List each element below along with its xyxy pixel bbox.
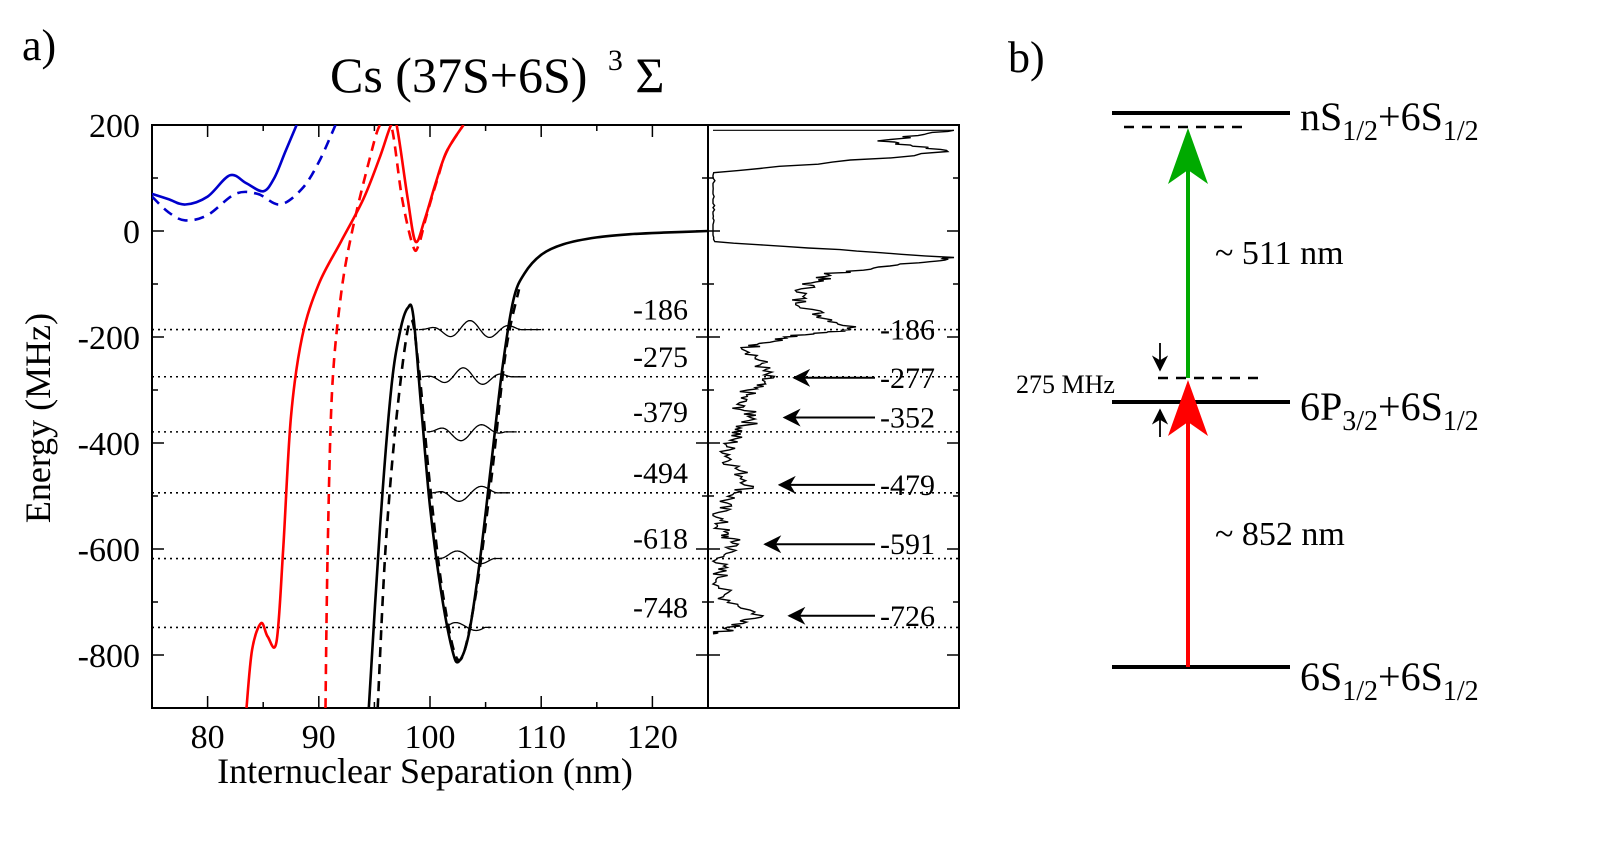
- wavefunction: [426, 424, 517, 442]
- x-tick-label: 100: [405, 719, 456, 756]
- panel-b-label: b): [1008, 33, 1045, 82]
- series-blue-solid: [152, 125, 298, 206]
- measured-level-label: -277: [880, 362, 935, 395]
- upper-transition-label: ~ 511 nm: [1215, 235, 1344, 272]
- series-blue-dashed: [152, 125, 337, 222]
- measured-level-label: -352: [880, 402, 935, 435]
- x-tick-label: 80: [191, 719, 225, 756]
- spectrum-line: [711, 129, 955, 635]
- y-tick-label: 0: [123, 214, 140, 251]
- chart-title-main: Cs (37S+6S): [330, 47, 587, 103]
- level-labels: -186 -275 -379 -494 -618 -748 -186 -277 -352 -479…: [633, 294, 935, 633]
- upper-transition-arrowhead: [1168, 128, 1208, 184]
- chart-title-symbol: Σ: [635, 47, 664, 103]
- y-tick-label: -600: [78, 532, 140, 569]
- y-tick-label: 200: [89, 108, 140, 145]
- detuning-label: 275 MHz: [1016, 370, 1115, 399]
- plot-frame: [151, 124, 960, 709]
- y-axis-label: Energy (MHz): [18, 313, 58, 523]
- plot-axes: 80 90 100 110 120 200 0 -200 -400 -600 -800: [78, 108, 960, 756]
- measured-level-label: -186: [880, 314, 935, 347]
- chart-title: Cs (37S+6S) 3 Σ: [330, 25, 665, 103]
- calc-level-label: -379: [633, 396, 688, 429]
- chart-title-sup: 3: [608, 44, 623, 77]
- x-axis-label: Internuclear Separation (nm): [217, 751, 633, 791]
- y-tick-label: -200: [78, 320, 140, 357]
- calc-level-label: -186: [633, 294, 688, 327]
- y-tick-label: -800: [78, 638, 140, 675]
- panel-a-label: a): [22, 21, 56, 70]
- x-tick-label: 120: [627, 719, 678, 756]
- potential-curves: [152, 125, 708, 708]
- calc-level-label: -748: [633, 591, 688, 624]
- calc-level-label: -494: [633, 457, 688, 490]
- wavefunctions: [418, 319, 542, 632]
- measured-level-label: -479: [880, 469, 935, 502]
- level-6s-label: 6S1/2+6S1/2: [1300, 654, 1479, 707]
- series-red-solid: [245, 125, 465, 708]
- wavefunction: [418, 319, 542, 339]
- measured-level-label: -591: [880, 528, 935, 561]
- lower-transition-arrowhead: [1168, 380, 1208, 436]
- y-tick-label: -400: [78, 426, 140, 463]
- spectrum-trace: [711, 129, 955, 635]
- wavefunction: [432, 485, 511, 502]
- energy-level-diagram: nS1/2+6S1/2 6P3/2+6S1/2 6S1/2+6S1/2 ~ 51…: [1016, 94, 1479, 707]
- series-black-dashed: [376, 289, 521, 708]
- wavefunction: [437, 550, 503, 565]
- x-tick-label: 110: [516, 719, 566, 756]
- level-ns-label: nS1/2+6S1/2: [1300, 94, 1479, 147]
- series-red-dashed: [324, 125, 465, 708]
- calc-level-label: -275: [633, 341, 688, 374]
- level-6p-label: 6P3/2+6S1/2: [1300, 384, 1479, 437]
- measured-level-label: -726: [880, 600, 935, 633]
- calc-level-label: -618: [633, 523, 688, 556]
- series-black-solid: [367, 229, 708, 708]
- wavefunction: [422, 367, 525, 385]
- wavefunction: [443, 621, 492, 632]
- x-tick-label: 90: [302, 719, 336, 756]
- lower-transition-label: ~ 852 nm: [1215, 516, 1345, 553]
- level-gridlines: [152, 328, 959, 629]
